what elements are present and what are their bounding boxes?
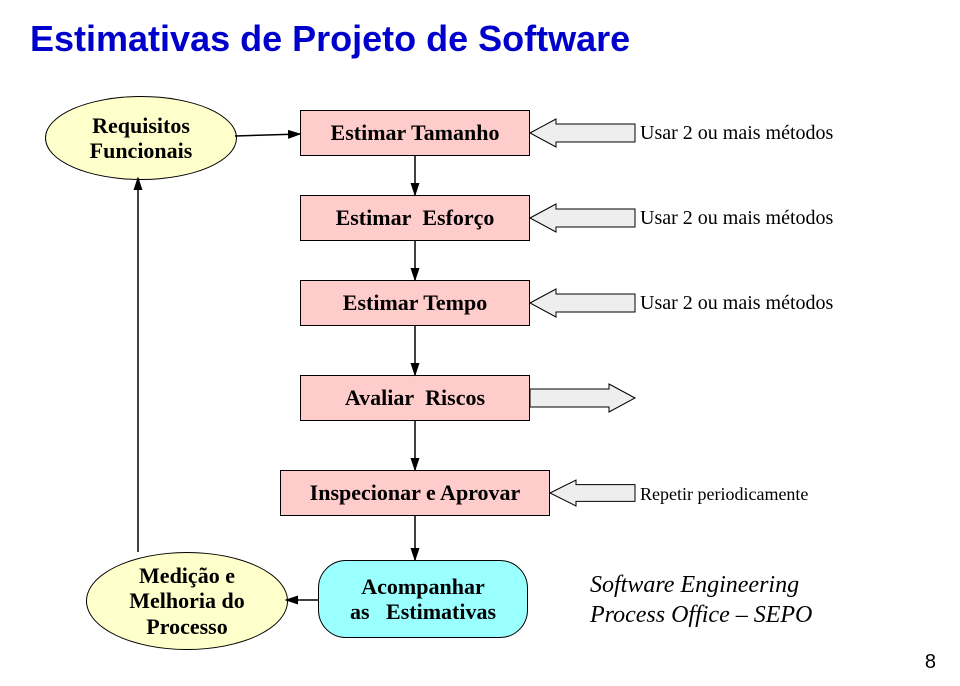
- note-usar-metodos-3: Usar 2 ou mais métodos: [640, 292, 833, 315]
- node-inspecionar-aprovar: Inspecionar e Aprovar: [280, 470, 550, 516]
- note-usar-metodos-2: Usar 2 ou mais métodos: [640, 207, 833, 230]
- page-number: 8: [925, 651, 936, 674]
- page-title: Estimativas de Projeto de Software: [30, 18, 630, 60]
- node-medicao: Medição eMelhoria doProcesso: [86, 552, 288, 650]
- node-medicao-label: Medição eMelhoria doProcesso: [129, 563, 245, 639]
- node-estimar-tamanho-label: Estimar Tamanho: [331, 120, 500, 145]
- node-avaliar-riscos-label: Avaliar Riscos: [345, 385, 485, 410]
- node-estimar-tempo: Estimar Tempo: [300, 280, 530, 326]
- node-requisitos-label: RequisitosFuncionais: [90, 113, 193, 164]
- node-estimar-esforco: Estimar Esforço: [300, 195, 530, 241]
- node-inspecionar-aprovar-label: Inspecionar e Aprovar: [310, 480, 521, 505]
- source-line2: Process Office – SEPO: [590, 600, 812, 630]
- node-estimar-esforco-label: Estimar Esforço: [336, 205, 495, 230]
- node-avaliar-riscos: Avaliar Riscos: [300, 375, 530, 421]
- source-line1: Software Engineering: [590, 570, 812, 600]
- source-citation: Software Engineering Process Office – SE…: [590, 570, 812, 630]
- node-requisitos: RequisitosFuncionais: [45, 96, 237, 180]
- node-estimar-tamanho: Estimar Tamanho: [300, 110, 530, 156]
- node-acompanhar-label: Acompanharas Estimativas: [350, 574, 496, 625]
- note-repetir: Repetir periodicamente: [640, 484, 808, 505]
- note-usar-metodos-1: Usar 2 ou mais métodos: [640, 122, 833, 145]
- node-acompanhar: Acompanharas Estimativas: [318, 560, 528, 638]
- node-estimar-tempo-label: Estimar Tempo: [343, 290, 487, 315]
